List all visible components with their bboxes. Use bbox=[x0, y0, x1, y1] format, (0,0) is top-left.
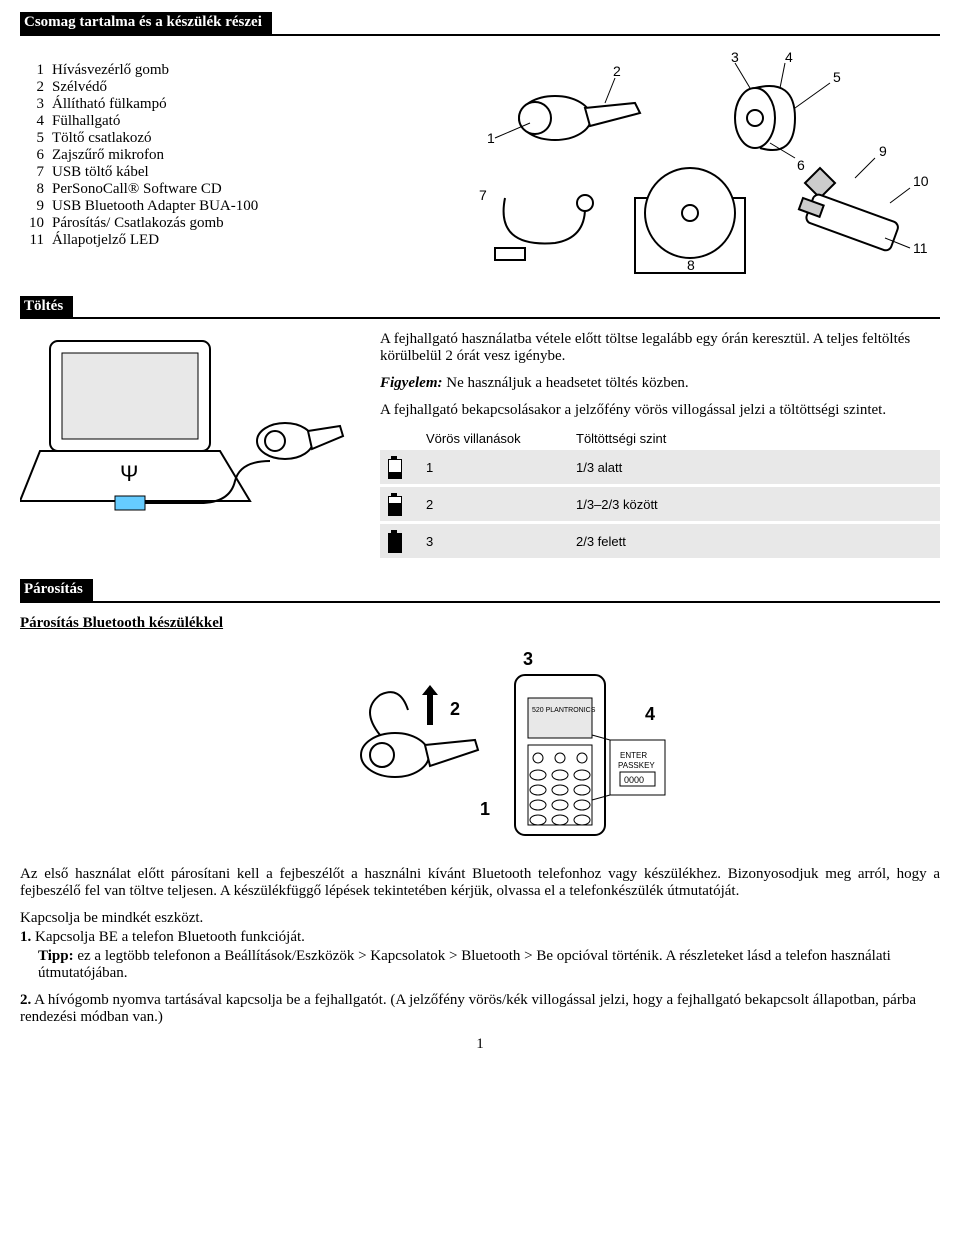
svg-text:11: 11 bbox=[913, 240, 928, 256]
charging-text: A fejhallgató használatba vétele előtt t… bbox=[380, 331, 940, 561]
list-item: 11Állapotjelző LED bbox=[20, 232, 410, 249]
pairing-tip: Tipp: ez a legtöbb telefonon a Beállítás… bbox=[20, 948, 940, 982]
svg-text:Ψ: Ψ bbox=[120, 461, 138, 486]
pairing-diagram: 520 PLANTRONICS ENTER PASSKEY 0000 1 2 3… bbox=[280, 640, 680, 850]
section-heading-row: Párosítás bbox=[20, 579, 940, 603]
list-item: 7USB töltő kábel bbox=[20, 164, 410, 181]
svg-text:1: 1 bbox=[480, 799, 490, 819]
list-item: 3Állítható fülkampó bbox=[20, 96, 410, 113]
svg-text:520 PLANTRONICS: 520 PLANTRONICS bbox=[532, 707, 596, 714]
battery-icon bbox=[386, 456, 402, 478]
list-item: 9USB Bluetooth Adapter BUA-100 bbox=[20, 198, 410, 215]
laptop-svg: Ψ bbox=[20, 331, 360, 531]
charge-table: Vörös villanások Töltöttségi szint 1 1/3… bbox=[380, 427, 940, 558]
section1-title: Csomag tartalma és a készülék részei bbox=[20, 12, 272, 34]
section2-title: Töltés bbox=[20, 296, 73, 318]
list-item: 1Hívásvezérlő gomb bbox=[20, 62, 410, 79]
svg-text:6: 6 bbox=[797, 157, 805, 173]
charging-p1: A fejhallgató használatba vétele előtt t… bbox=[380, 331, 940, 365]
table-row: 3 2/3 felett bbox=[380, 524, 940, 558]
parts-diagram: 1 2 3 4 5 6 7 8 9 10 11 bbox=[430, 48, 940, 278]
list-item: 6Zajszűrő mikrofon bbox=[20, 147, 410, 164]
list-item: 5Töltő csatlakozó bbox=[20, 130, 410, 147]
svg-text:9: 9 bbox=[879, 143, 887, 159]
charging-p3: A fejhallgató bekapcsolásakor a jelzőfén… bbox=[380, 402, 940, 419]
svg-text:8: 8 bbox=[687, 257, 695, 273]
list-item: 4Fülhallgató bbox=[20, 113, 410, 130]
battery-icon bbox=[386, 493, 402, 515]
list-item: 10Párosítás/ Csatlakozás gomb bbox=[20, 215, 410, 232]
table-header: Vörös villanások Töltöttségi szint bbox=[380, 427, 940, 450]
pairing-step1: 1. Kapcsolja BE a telefon Bluetooth funk… bbox=[20, 929, 940, 946]
pairing-diagram-wrap: 520 PLANTRONICS ENTER PASSKEY 0000 1 2 3… bbox=[20, 640, 940, 850]
svg-text:3: 3 bbox=[523, 649, 533, 669]
svg-text:4: 4 bbox=[785, 49, 793, 65]
svg-text:0000: 0000 bbox=[624, 775, 644, 785]
list-item: 2Szélvédő bbox=[20, 79, 410, 96]
table-row: 1 1/3 alatt bbox=[380, 450, 940, 484]
section-heading-row: Töltés bbox=[20, 296, 940, 320]
svg-text:4: 4 bbox=[645, 704, 655, 724]
pairing-step2: 2. A hívógomb nyomva tartásával kapcsolj… bbox=[20, 992, 940, 1026]
svg-text:PASSKEY: PASSKEY bbox=[618, 761, 655, 770]
section3-title: Párosítás bbox=[20, 579, 93, 601]
battery-icon bbox=[386, 530, 402, 552]
section-heading-row: Csomag tartalma és a készülék részei bbox=[20, 12, 940, 36]
page-number: 1 bbox=[20, 1036, 940, 1053]
laptop-diagram: Ψ bbox=[20, 331, 360, 531]
svg-text:3: 3 bbox=[731, 49, 739, 65]
section1-body: 1Hívásvezérlő gomb 2Szélvédő 3Állítható … bbox=[20, 48, 940, 278]
charging-row: Ψ A fejhallgató használatba vétele előtt… bbox=[20, 331, 940, 561]
svg-text:2: 2 bbox=[450, 699, 460, 719]
section3-subtitle: Párosítás Bluetooth készülékkel bbox=[20, 615, 223, 631]
table-row: 2 1/3–2/3 között bbox=[380, 487, 940, 521]
svg-text:2: 2 bbox=[613, 63, 621, 79]
svg-text:1: 1 bbox=[487, 130, 495, 146]
parts-diagram-svg: 1 2 3 4 5 6 7 8 9 10 11 bbox=[430, 48, 940, 278]
svg-text:10: 10 bbox=[913, 173, 929, 189]
svg-text:7: 7 bbox=[479, 187, 487, 203]
charging-p2: Figyelem: Ne használjuk a headsetet tölt… bbox=[380, 375, 940, 392]
pairing-p2: Kapcsolja be mindkét eszközt. bbox=[20, 910, 940, 927]
svg-text:ENTER: ENTER bbox=[620, 751, 647, 760]
svg-text:5: 5 bbox=[833, 69, 841, 85]
pairing-svg: 520 PLANTRONICS ENTER PASSKEY 0000 1 2 3… bbox=[280, 640, 680, 850]
pairing-p1: Az első használat előtt párosítani kell … bbox=[20, 866, 940, 900]
list-item: 8PerSonoCall® Software CD bbox=[20, 181, 410, 198]
parts-list: 1Hívásvezérlő gomb 2Szélvédő 3Állítható … bbox=[20, 62, 410, 249]
